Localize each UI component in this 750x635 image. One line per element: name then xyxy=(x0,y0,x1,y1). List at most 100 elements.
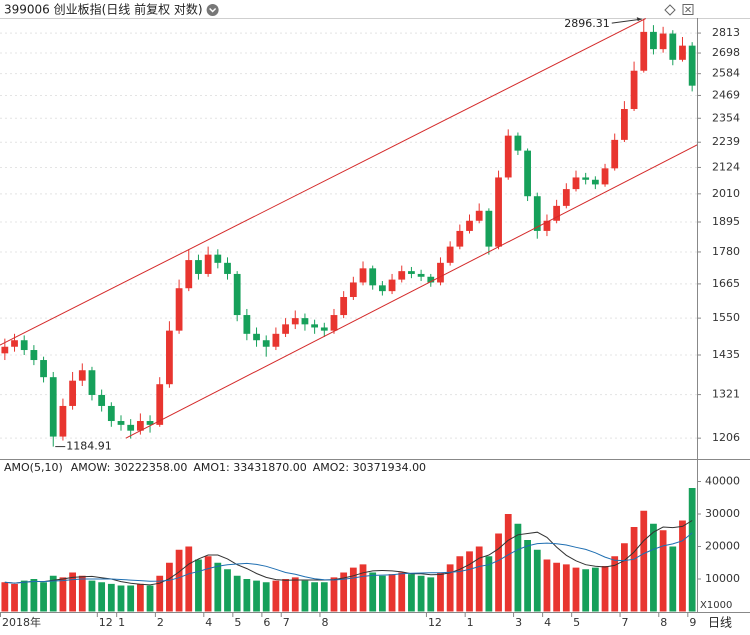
candle-body xyxy=(514,135,522,151)
volume-bar xyxy=(669,546,677,612)
x-tick-label: 4 xyxy=(205,616,212,629)
y-tick-label: 1780 xyxy=(712,245,740,258)
volume-bar xyxy=(495,533,502,612)
x-tick-label: 5 xyxy=(234,616,241,629)
volume-bar xyxy=(214,562,222,612)
x-tick-label: 1 xyxy=(467,616,474,629)
chart-title: 399006 创业板指(日线 前复权 对数) xyxy=(4,2,203,17)
x-tick-label: 1 xyxy=(118,616,125,629)
annotation-arrow xyxy=(611,18,642,24)
candle-body xyxy=(78,370,86,381)
volume-bar xyxy=(640,510,648,612)
candle-body xyxy=(562,189,570,206)
legend-entry: AMO1: 33431870.00 xyxy=(193,461,306,474)
volume-bar xyxy=(166,562,173,612)
candle-body xyxy=(504,135,512,178)
y-tick-label: 2239 xyxy=(712,135,740,148)
candle-body xyxy=(185,260,193,289)
y-tick-label: 2813 xyxy=(712,26,740,39)
candle-body xyxy=(156,384,164,425)
volume-bar xyxy=(485,556,493,612)
x-tick-label: 8 xyxy=(660,616,667,629)
volume-bar xyxy=(156,575,164,612)
channel-line xyxy=(125,144,697,439)
candle-body xyxy=(650,31,657,50)
annotation-label: 1184.91 xyxy=(66,440,112,453)
legend-entry: AMO2: 30371934.00 xyxy=(313,461,426,474)
volume-bar xyxy=(1,582,9,612)
volume-bar xyxy=(291,577,299,612)
period-label: 日线 xyxy=(708,616,732,630)
volume-bar xyxy=(107,583,115,612)
candle-body xyxy=(224,262,231,274)
candle-body xyxy=(166,330,173,385)
y-tick-label: 1665 xyxy=(712,277,740,290)
volume-bar xyxy=(611,556,619,612)
volume-bar xyxy=(630,527,638,612)
diamond-icon[interactable] xyxy=(664,4,676,16)
candle-body xyxy=(320,327,328,331)
x-tick-label: 12 xyxy=(428,616,442,629)
candle-body xyxy=(398,271,406,280)
volume-bar xyxy=(204,556,212,612)
dropdown-circle[interactable] xyxy=(206,4,219,16)
volume-bar xyxy=(282,579,289,612)
volume-bar xyxy=(369,572,377,612)
volume-bar xyxy=(340,572,348,612)
close-icon[interactable] xyxy=(682,4,694,15)
volume-bar xyxy=(659,530,667,612)
y-tick-label: 1321 xyxy=(712,388,740,401)
candle-body xyxy=(107,405,115,422)
candle-body xyxy=(572,177,580,190)
y-tick-label: 1435 xyxy=(712,348,740,361)
volume-bar xyxy=(253,580,260,612)
volume-bar xyxy=(20,580,28,612)
candle-body xyxy=(640,31,648,71)
candle-body xyxy=(214,254,222,263)
candle-body xyxy=(611,139,619,169)
close-cross[interactable] xyxy=(685,6,691,13)
volume-bar xyxy=(688,488,696,612)
candle-body xyxy=(330,315,338,331)
y-tick-label: 40000 xyxy=(705,475,740,488)
candle-body xyxy=(59,405,67,437)
volume-bar xyxy=(543,559,551,612)
dropdown-chevron[interactable] xyxy=(209,7,217,13)
candle-body xyxy=(282,324,289,334)
annotation-label: 2896.31 xyxy=(564,17,610,30)
volume-bar xyxy=(437,572,444,612)
volume-bar xyxy=(446,564,454,612)
dropdown-button[interactable] xyxy=(206,4,219,16)
indicator-name: AMO(5,10) xyxy=(4,461,63,474)
volume-bar xyxy=(562,564,570,612)
volume-bar xyxy=(195,559,202,612)
y-tick-label: 2124 xyxy=(712,160,740,173)
candle-body xyxy=(195,260,202,274)
candle-body xyxy=(146,421,154,425)
y-tick-label: 1206 xyxy=(712,431,740,444)
candle-body xyxy=(679,45,686,60)
y-tick-label: 30000 xyxy=(705,507,740,520)
y-tick-label: 1550 xyxy=(712,311,740,324)
candle-body xyxy=(582,177,590,180)
volume-bar xyxy=(11,583,18,612)
candle-body xyxy=(88,370,96,395)
channel-line xyxy=(0,18,646,346)
candle-body xyxy=(359,268,367,283)
volume-bar xyxy=(553,562,561,612)
volume-bar xyxy=(572,567,580,612)
candle-body xyxy=(533,196,541,231)
annotation-arrowhead xyxy=(636,17,642,22)
candle-body xyxy=(601,168,609,185)
volume-bar xyxy=(175,549,183,612)
candle-body xyxy=(437,262,444,283)
volume-bar xyxy=(621,543,628,612)
candle-body xyxy=(456,230,464,247)
candle-body xyxy=(301,318,309,325)
close-box[interactable] xyxy=(682,4,694,15)
volume-bar xyxy=(185,546,193,612)
candle-body xyxy=(243,315,251,334)
volume-bar xyxy=(311,582,319,612)
legend-entry: AMOW: 30222358.00 xyxy=(71,461,188,474)
